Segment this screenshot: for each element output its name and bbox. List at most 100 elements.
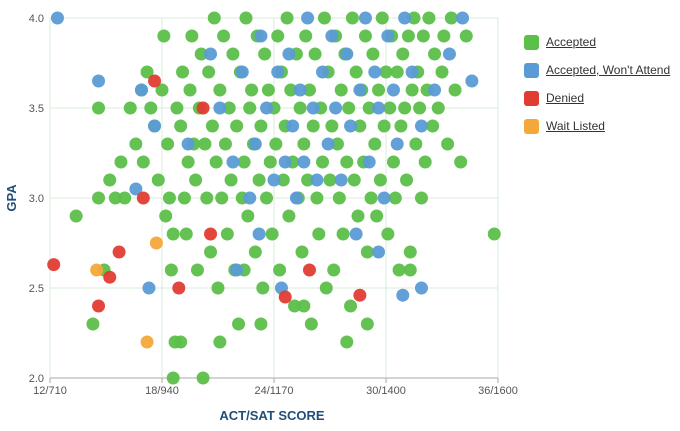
data-point <box>414 281 428 295</box>
data-point <box>301 11 315 25</box>
data-point <box>386 83 400 97</box>
data-point <box>340 335 354 349</box>
data-point <box>181 155 195 169</box>
data-point <box>381 227 395 241</box>
data-point <box>149 236 163 250</box>
data-point <box>230 119 244 133</box>
data-point <box>358 11 372 25</box>
data-point <box>260 101 274 115</box>
data-point <box>202 65 216 79</box>
data-point <box>278 155 292 169</box>
data-point <box>372 83 386 97</box>
data-point <box>396 288 410 302</box>
data-point <box>204 47 218 61</box>
data-point <box>312 227 326 241</box>
data-point <box>248 245 262 259</box>
data-point <box>196 371 210 385</box>
data-point <box>190 263 204 277</box>
data-point <box>226 155 240 169</box>
data-point <box>269 137 283 151</box>
series-wait-listed <box>90 236 163 349</box>
data-point <box>276 173 290 187</box>
data-point <box>377 119 391 133</box>
data-point <box>129 182 143 196</box>
data-point <box>148 74 162 88</box>
data-point <box>183 83 197 97</box>
data-point <box>245 83 259 97</box>
y-axis-title: GPA <box>4 184 19 212</box>
data-point <box>332 191 346 205</box>
y-tick-label: 3.5 <box>29 103 44 115</box>
data-point <box>295 245 309 259</box>
data-point <box>204 245 218 259</box>
legend-label[interactable]: Accepted <box>546 35 597 49</box>
x-tick-label: 36/1600 <box>478 385 518 397</box>
data-point <box>230 263 244 277</box>
data-point <box>92 74 106 88</box>
data-point <box>235 65 249 79</box>
legend-label[interactable]: Wait Listed <box>546 119 605 133</box>
legend-item[interactable]: Wait Listed <box>524 112 670 140</box>
data-point <box>330 137 344 151</box>
series-accepted <box>69 11 501 385</box>
x-axis-title: ACT/SAT SCORE <box>219 408 325 423</box>
data-point <box>441 137 455 151</box>
data-point <box>176 65 190 79</box>
data-point <box>198 137 212 151</box>
data-point <box>179 227 193 241</box>
data-point <box>185 29 199 43</box>
data-point <box>194 47 208 61</box>
data-point <box>155 83 169 97</box>
series-accepted-won-t-attend <box>50 11 479 302</box>
legend-item[interactable]: Accepted, Won't Attend <box>524 56 670 84</box>
data-point <box>108 191 122 205</box>
data-point <box>232 317 246 331</box>
data-point <box>456 11 470 25</box>
legend-swatch <box>524 62 539 78</box>
data-point <box>271 65 285 79</box>
data-point <box>416 29 430 43</box>
data-point <box>323 173 337 187</box>
data-point <box>409 137 423 151</box>
legend-item[interactable]: Denied <box>524 84 670 112</box>
data-point <box>327 263 341 277</box>
data-point <box>405 83 419 97</box>
data-point <box>319 281 333 295</box>
data-point <box>405 65 419 79</box>
data-point <box>196 101 210 115</box>
data-point <box>334 173 348 187</box>
data-point <box>86 317 100 331</box>
data-point <box>213 101 227 115</box>
data-point <box>431 101 445 115</box>
data-point <box>426 119 440 133</box>
data-point <box>239 11 253 25</box>
data-point <box>353 119 367 133</box>
data-point <box>224 173 238 187</box>
data-point <box>299 29 313 43</box>
legend-label[interactable]: Denied <box>546 91 585 105</box>
legend-item[interactable]: Accepted <box>524 28 670 56</box>
data-point <box>112 245 126 259</box>
data-point <box>347 173 361 187</box>
data-point <box>103 173 117 187</box>
data-point <box>398 101 412 115</box>
data-point <box>414 191 428 205</box>
data-point <box>358 29 372 43</box>
data-point <box>207 11 221 25</box>
y-tick-label: 2.5 <box>29 283 44 295</box>
data-point <box>302 83 316 97</box>
data-point <box>261 83 275 97</box>
data-point <box>306 101 320 115</box>
data-point <box>301 173 315 187</box>
data-point <box>209 155 223 169</box>
data-point <box>459 29 473 43</box>
data-point <box>368 137 382 151</box>
data-point <box>260 191 274 205</box>
data-point <box>422 11 436 25</box>
legend-label[interactable]: Accepted, Won't Attend <box>546 63 671 77</box>
legend-swatch <box>524 118 539 134</box>
data-point <box>316 155 330 169</box>
data-point <box>144 101 158 115</box>
data-point <box>189 173 203 187</box>
